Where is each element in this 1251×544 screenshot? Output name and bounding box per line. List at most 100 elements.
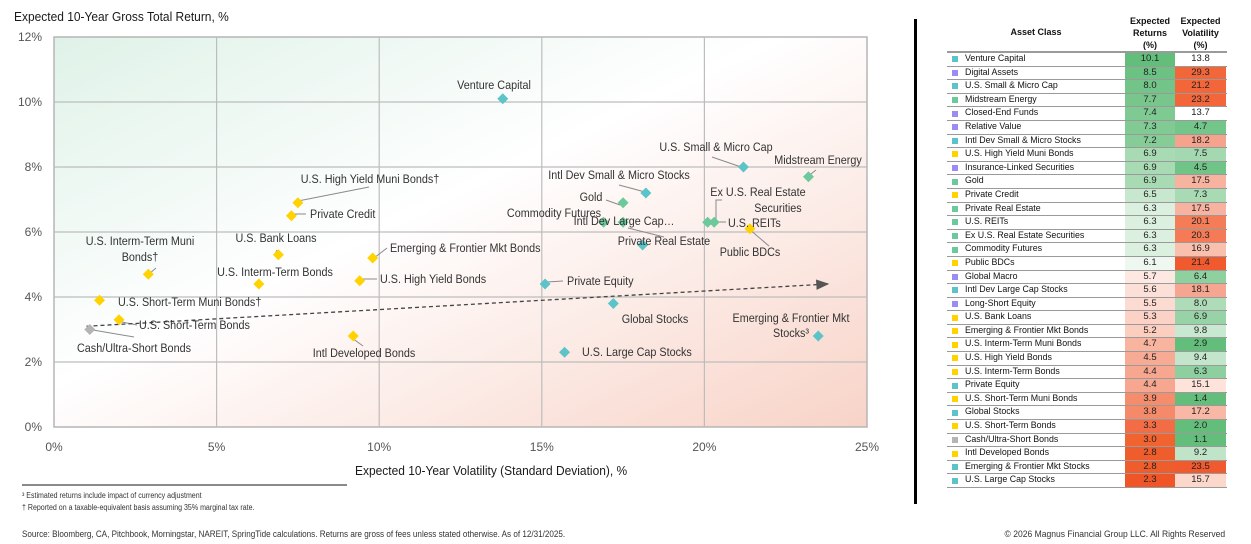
table-row: Gold 6.9 17.5 bbox=[947, 175, 1227, 189]
expected-volatility-cell: 17.5 bbox=[1175, 175, 1226, 188]
asset-name-cell: Relative Value bbox=[947, 121, 1125, 134]
expected-return-cell: 5.5 bbox=[1125, 297, 1175, 311]
asset-name-cell: Private Equity bbox=[947, 379, 1125, 392]
point-label: Private Credit bbox=[310, 209, 376, 222]
table-row: U.S. Interm-Term Muni Bonds 4.7 2.9 bbox=[947, 338, 1227, 353]
source-note: Source: Bloomberg, CA, Pitchbook, Mornin… bbox=[22, 529, 566, 539]
trend-arrow bbox=[86, 279, 830, 327]
table-row: Closed-End Funds 7.4 13.7 bbox=[947, 107, 1227, 121]
asset-name: Midstream Energy bbox=[965, 93, 1037, 105]
leader-line bbox=[92, 329, 135, 338]
asset-name-cell: Insurance-Linked Securities bbox=[947, 162, 1125, 175]
footnote-rule bbox=[22, 484, 347, 486]
asset-name-cell: Intl Dev Large Cap Stocks bbox=[947, 284, 1125, 297]
table-row: U.S. REITs 6.3 20.1 bbox=[947, 216, 1227, 230]
data-point bbox=[253, 278, 265, 290]
table-row: Long-Short Equity 5.5 8.0 bbox=[947, 297, 1227, 312]
expected-volatility-cell: 6.3 bbox=[1175, 365, 1226, 379]
category-square-icon bbox=[952, 464, 958, 471]
category-square-icon bbox=[952, 192, 958, 199]
asset-name: Commodity Futures bbox=[965, 243, 1043, 255]
table-header: Asset Class Expected Returns (%) Expecte… bbox=[947, 8, 1227, 53]
y-tick-label: 10% bbox=[18, 95, 42, 109]
asset-name: U.S. Short-Term Bonds bbox=[965, 420, 1056, 432]
table-row: U.S. Short-Term Muni Bonds 3.9 1.4 bbox=[947, 392, 1227, 407]
data-point bbox=[347, 330, 359, 342]
asset-name: U.S. High Yield Bonds bbox=[965, 352, 1052, 364]
asset-name: U.S. REITs bbox=[965, 216, 1009, 228]
expected-return-cell: 6.9 bbox=[1125, 161, 1175, 175]
asset-name-cell: Commodity Futures bbox=[947, 243, 1125, 256]
point-label: U.S. Short-Term Muni Bonds† bbox=[118, 297, 261, 310]
point-label: Emerging & Frontier Mkt bbox=[733, 313, 851, 326]
category-square-icon bbox=[952, 246, 958, 253]
asset-name-cell: Gold bbox=[947, 175, 1125, 188]
table-row: Emerging & Frontier Mkt Bonds 5.2 9.8 bbox=[947, 324, 1227, 339]
category-square-icon bbox=[952, 368, 958, 375]
expected-return-cell: 6.5 bbox=[1125, 188, 1175, 202]
expected-volatility-cell: 6.9 bbox=[1175, 311, 1226, 324]
point-label: U.S. Interm-Term Bonds bbox=[217, 267, 333, 280]
point-label: U.S. Bank Loans bbox=[236, 233, 317, 246]
point-label: Private Equity bbox=[567, 276, 634, 289]
table-row: U.S. Large Cap Stocks 2.3 15.7 bbox=[947, 474, 1227, 488]
data-point bbox=[617, 197, 629, 209]
footnote-tax: † Reported on a taxable-equivalent basis… bbox=[22, 503, 255, 512]
asset-name-cell: U.S. Interm-Term Muni Bonds bbox=[947, 338, 1125, 351]
data-point bbox=[84, 324, 96, 335]
expected-volatility-cell: 8.0 bbox=[1175, 297, 1226, 311]
asset-name: Relative Value bbox=[965, 120, 1022, 132]
asset-name-cell: Digital Assets bbox=[947, 67, 1125, 80]
expected-return-cell: 4.4 bbox=[1125, 365, 1175, 379]
asset-name: Long-Short Equity bbox=[965, 297, 1036, 309]
category-square-icon bbox=[952, 423, 958, 430]
asset-name-cell: U.S. High Yield Muni Bonds bbox=[947, 148, 1125, 161]
asset-name: Venture Capital bbox=[965, 53, 1026, 64]
category-square-icon bbox=[952, 178, 958, 185]
point-label: Commodity Futures bbox=[507, 208, 601, 221]
expected-return-cell: 6.3 bbox=[1125, 216, 1175, 229]
expected-volatility-cell: 29.3 bbox=[1175, 66, 1226, 80]
header-ret-line1: Expected bbox=[1129, 16, 1171, 26]
category-square-icon bbox=[952, 355, 958, 362]
y-tick-label: 6% bbox=[25, 225, 43, 239]
leader-line bbox=[297, 186, 370, 202]
category-square-icon bbox=[952, 165, 958, 172]
x-tick-label: 10% bbox=[367, 440, 391, 454]
asset-name-cell: Emerging & Frontier Mkt Bonds bbox=[947, 325, 1125, 338]
table-row: Global Stocks 3.8 17.2 bbox=[947, 406, 1227, 421]
table-row: Digital Assets 8.5 29.3 bbox=[947, 66, 1227, 81]
category-square-icon bbox=[952, 110, 958, 117]
category-square-icon bbox=[952, 69, 958, 76]
asset-name: Cash/Ultra-Short Bonds bbox=[965, 433, 1059, 445]
chart-title: Expected 10-Year Gross Total Return, % bbox=[14, 9, 229, 24]
table-row: Emerging & Frontier Mkt Stocks 2.8 23.5 bbox=[947, 460, 1227, 475]
expected-return-cell: 2.8 bbox=[1125, 447, 1175, 460]
asset-name: U.S. Interm-Term Bonds bbox=[965, 365, 1060, 377]
data-point bbox=[708, 216, 720, 228]
data-point bbox=[285, 210, 297, 222]
footnote-currency: ³ Estimated returns include impact of cu… bbox=[22, 491, 202, 500]
point-label: U.S. Small & Micro Cap bbox=[659, 142, 772, 155]
copyright: © 2026 Magnus Financial Group LLC. All R… bbox=[1004, 529, 1225, 540]
asset-name: U.S. Short-Term Muni Bonds bbox=[965, 392, 1078, 404]
expected-return-cell: 4.4 bbox=[1125, 379, 1175, 392]
expected-return-cell: 6.9 bbox=[1125, 175, 1175, 188]
expected-return-cell: 2.3 bbox=[1125, 474, 1175, 487]
point-label: Intl Developed Bonds bbox=[313, 348, 416, 361]
point-label: Global Stocks bbox=[622, 314, 689, 327]
point-label: Midstream Energy bbox=[774, 155, 862, 168]
expected-return-cell: 5.6 bbox=[1125, 284, 1175, 297]
data-point bbox=[737, 161, 749, 173]
category-square-icon bbox=[952, 233, 958, 240]
table-row: Global Macro 5.7 6.4 bbox=[947, 270, 1227, 285]
expected-volatility-cell: 4.5 bbox=[1175, 161, 1226, 175]
data-point bbox=[292, 197, 304, 209]
table-row: Public BDCs 6.1 21.4 bbox=[947, 256, 1227, 271]
expected-volatility-cell: 13.8 bbox=[1175, 53, 1226, 66]
x-tick-label: 25% bbox=[855, 440, 879, 454]
y-tick-label: 12% bbox=[18, 30, 42, 44]
category-square-icon bbox=[952, 328, 958, 335]
expected-volatility-cell: 23.5 bbox=[1175, 460, 1226, 474]
data-point bbox=[598, 216, 610, 228]
